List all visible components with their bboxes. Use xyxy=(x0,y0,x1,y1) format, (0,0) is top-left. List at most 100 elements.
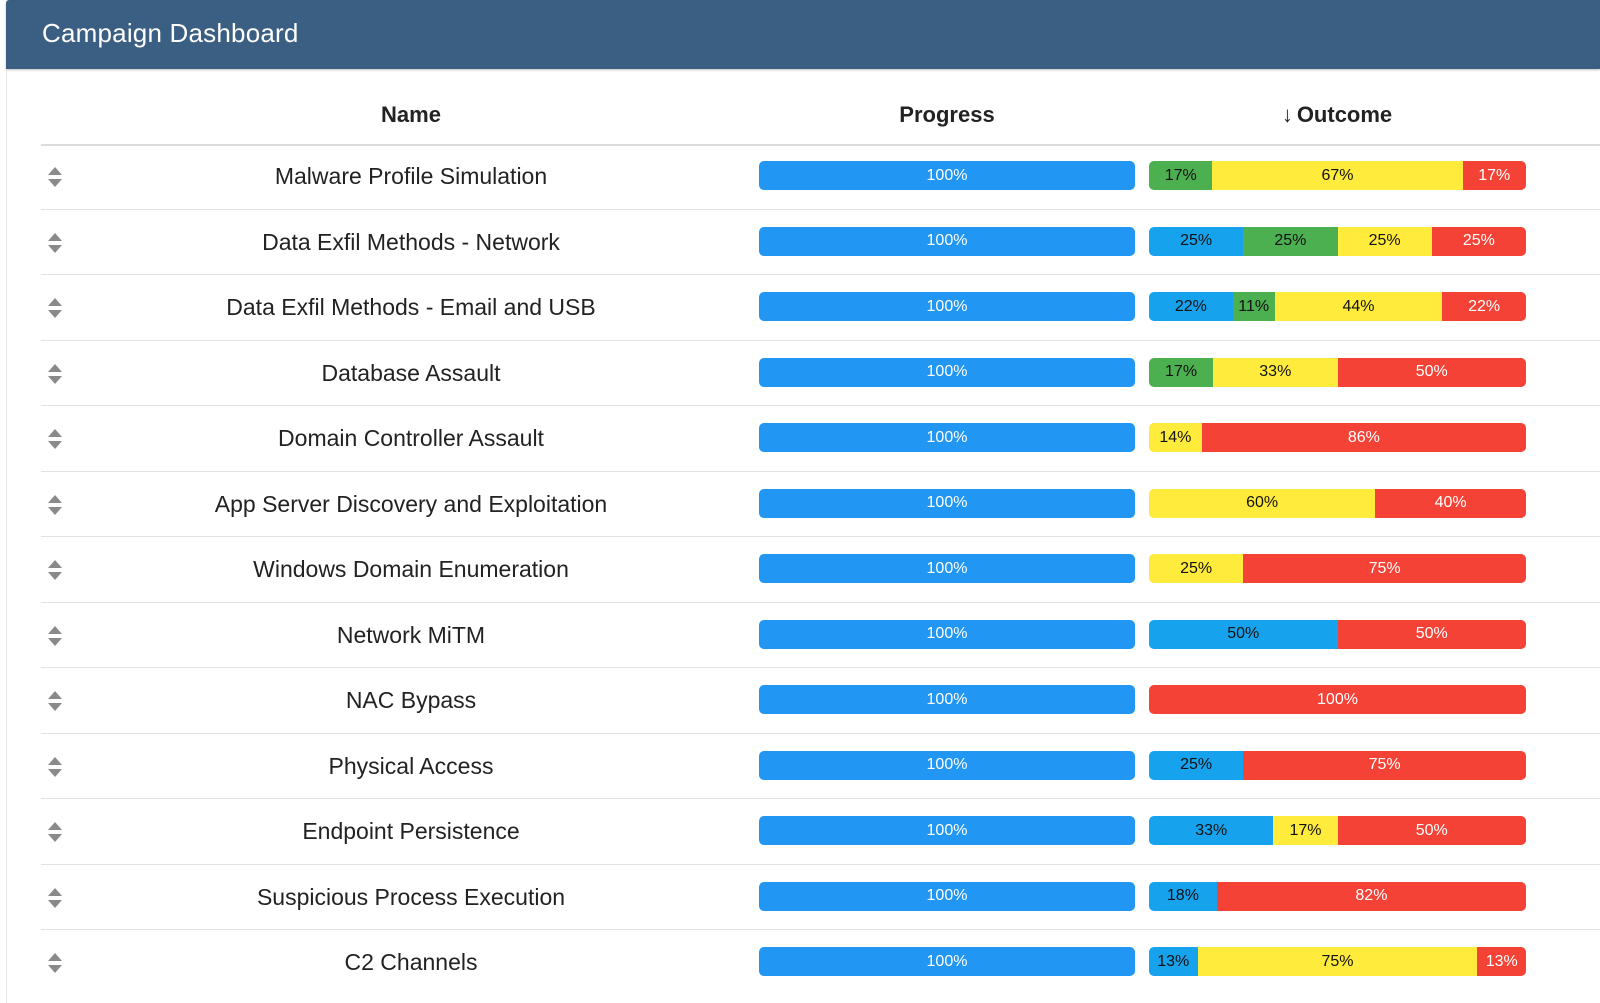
outcome-bar: 22% 11% 44% 22% xyxy=(1149,292,1526,321)
column-header-outcome-label: Outcome xyxy=(1296,102,1393,127)
outcome-segment-red: 75% xyxy=(1243,750,1526,780)
outcome-segment-blue: 50% xyxy=(1149,619,1338,649)
outcome-segment-yellow: 75% xyxy=(1197,947,1478,976)
table-row: Windows Domain Enumeration 100% 25% 75% xyxy=(41,537,1600,603)
table-row: App Server Discovery and Exploitation 100… xyxy=(41,472,1600,537)
progress-fill: 100% xyxy=(759,619,1135,649)
outcome-segment-green: 17% xyxy=(1149,357,1214,387)
outcome-segment-yellow: 25% xyxy=(1337,226,1432,256)
outcome-segment-blue: 33% xyxy=(1149,816,1274,845)
outcome-segment-red: 25% xyxy=(1431,226,1526,256)
drag-handle-icon[interactable] xyxy=(47,952,63,974)
drag-handle-icon[interactable] xyxy=(47,625,63,647)
outcome-segment-yellow: 33% xyxy=(1213,357,1338,387)
outcome-segment-blue: 25% xyxy=(1149,750,1244,780)
drag-handle-icon[interactable] xyxy=(47,297,63,319)
outcome-segment-red: 50% xyxy=(1337,816,1526,845)
campaign-name[interactable]: Physical Access xyxy=(328,752,494,779)
progress-fill: 100% xyxy=(759,750,1135,780)
progress-bar: 100% xyxy=(759,357,1135,387)
campaign-name[interactable]: NAC Bypass xyxy=(345,687,477,713)
outcome-segment-red: 75% xyxy=(1243,554,1526,583)
drag-handle-icon[interactable] xyxy=(47,821,63,843)
drag-handle-icon[interactable] xyxy=(47,559,63,581)
outcome-segment-blue: 25% xyxy=(1149,226,1244,256)
table-row: Data Exfil Methods - Network 100% 25% 25% 25… xyxy=(41,210,1600,275)
table-row: Suspicious Process Execution 100% 18% 82% xyxy=(41,865,1600,930)
outcome-bar: 25% 25% 25% 25% xyxy=(1149,226,1526,256)
progress-bar: 100% xyxy=(759,226,1135,256)
column-header-progress[interactable]: Progress xyxy=(899,102,995,127)
campaign-name[interactable]: App Server Discovery and Exploitation xyxy=(214,490,608,517)
outcome-bar: 100% xyxy=(1149,685,1526,714)
drag-handle-icon[interactable] xyxy=(47,494,63,516)
outcome-segment-yellow: 14% xyxy=(1149,423,1202,452)
outcome-bar: 14% 86% xyxy=(1149,423,1526,452)
table-row: NAC Bypass 100% 100% xyxy=(41,668,1600,734)
campaign-name[interactable]: Network MiTM xyxy=(336,621,486,648)
outcome-bar: 60% 40% xyxy=(1149,488,1526,518)
drag-handle-icon[interactable] xyxy=(47,428,63,450)
outcome-segment-green: 25% xyxy=(1243,226,1338,256)
sort-descending-icon: ↓ xyxy=(1281,102,1293,127)
campaign-name[interactable]: Domain Controller Assault xyxy=(278,425,544,451)
outcome-bar: 33% 17% 50% xyxy=(1149,816,1526,845)
progress-fill: 100% xyxy=(759,357,1135,387)
outcome-segment-red: 86% xyxy=(1201,423,1526,452)
page-title: Campaign Dashboard xyxy=(42,18,299,48)
campaign-name[interactable]: Data Exfil Methods - Email and USB xyxy=(226,294,596,320)
outcome-segment-blue: 18% xyxy=(1149,881,1217,911)
outcome-bar: 17% 67% 17% xyxy=(1149,161,1526,190)
campaign-name[interactable]: Data Exfil Methods - Network xyxy=(262,228,560,255)
table-header: Name Progress ↓ Outcome xyxy=(41,92,1600,146)
drag-handle-icon[interactable] xyxy=(47,690,63,712)
campaign-name[interactable]: Suspicious Process Execution xyxy=(256,883,566,910)
outcome-segment-yellow: 44% xyxy=(1274,292,1443,321)
outcome-segment-red: 100% xyxy=(1149,685,1526,714)
outcome-segment-red: 13% xyxy=(1477,947,1526,976)
campaign-table-body: Malware Profile Simulation 100% 17% 67% 17% D… xyxy=(41,144,1600,995)
table-row: Malware Profile Simulation 100% 17% 67% 17% xyxy=(41,144,1600,210)
table-row: Network MiTM 100% 50% 50% xyxy=(41,603,1600,668)
progress-fill: 100% xyxy=(759,423,1135,452)
outcome-bar: 25% 75% xyxy=(1149,554,1526,583)
progress-bar: 100% xyxy=(759,881,1135,911)
progress-bar: 100% xyxy=(759,488,1135,518)
outcome-segment-blue: 13% xyxy=(1149,947,1198,976)
drag-handle-icon[interactable] xyxy=(47,756,63,778)
outcome-segment-red: 22% xyxy=(1442,292,1526,321)
outcome-bar: 13% 75% 13% xyxy=(1149,947,1526,976)
progress-bar: 100% xyxy=(759,685,1135,714)
outcome-segment-yellow: 67% xyxy=(1212,161,1463,190)
progress-fill: 100% xyxy=(759,554,1135,583)
progress-bar: 100% xyxy=(759,554,1135,583)
outcome-bar: 18% 82% xyxy=(1149,881,1526,911)
table-row: Domain Controller Assault 100% 14% 86% xyxy=(41,406,1600,472)
outcome-segment-blue: 22% xyxy=(1149,292,1233,321)
drag-handle-icon[interactable] xyxy=(47,363,63,385)
drag-handle-icon[interactable] xyxy=(47,232,63,254)
campaign-name[interactable]: Windows Domain Enumeration xyxy=(253,556,569,582)
panel-border xyxy=(6,69,7,1003)
progress-bar: 100% xyxy=(759,947,1135,976)
outcome-segment-yellow: 60% xyxy=(1149,488,1376,518)
campaign-name[interactable]: C2 Channels xyxy=(344,949,478,975)
drag-handle-icon[interactable] xyxy=(47,887,63,909)
table-row: Endpoint Persistence 100% 33% 17% 50% xyxy=(41,799,1600,865)
campaign-name[interactable]: Endpoint Persistence xyxy=(302,818,520,844)
campaign-name[interactable]: Malware Profile Simulation xyxy=(274,163,548,189)
outcome-bar: 50% 50% xyxy=(1149,619,1526,649)
progress-fill: 100% xyxy=(759,881,1135,911)
outcome-bar: 17% 33% 50% xyxy=(1149,357,1526,387)
table-row: Physical Access 100% 25% 75% xyxy=(41,734,1600,799)
column-header-name[interactable]: Name xyxy=(381,102,441,127)
outcome-segment-red: 40% xyxy=(1375,488,1526,518)
drag-handle-icon[interactable] xyxy=(47,166,63,188)
outcome-segment-yellow: 25% xyxy=(1149,554,1244,583)
column-header-outcome[interactable]: ↓ Outcome xyxy=(1149,102,1525,128)
progress-fill: 100% xyxy=(759,226,1135,256)
progress-bar: 100% xyxy=(759,423,1135,452)
outcome-segment-green: 17% xyxy=(1149,161,1213,190)
campaign-name[interactable]: Database Assault xyxy=(321,359,501,386)
